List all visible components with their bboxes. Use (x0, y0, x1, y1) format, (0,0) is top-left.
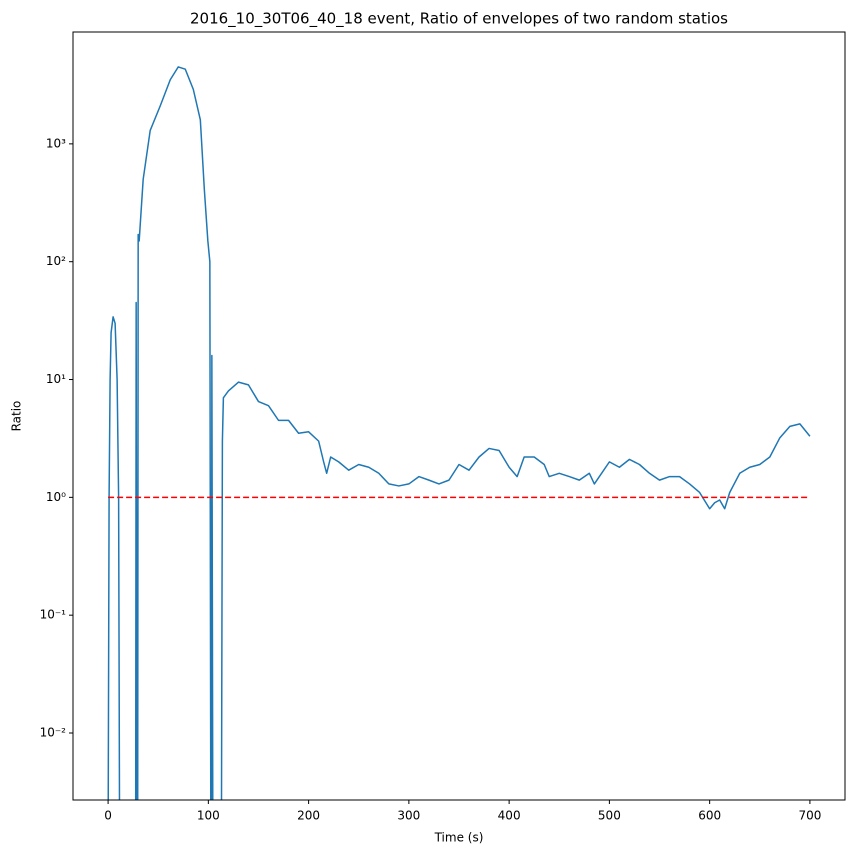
y-tick-label: 10² (46, 254, 66, 268)
y-tick-label: 10⁻¹ (40, 608, 67, 622)
x-tick-label: 0 (104, 809, 112, 823)
x-tick-label: 700 (798, 809, 821, 823)
y-tick-label: 10⁻² (40, 725, 67, 739)
y-axis-label: Ratio (10, 401, 24, 432)
y-tick-label: 10³ (46, 136, 66, 150)
y-tick-label: 10¹ (46, 372, 66, 386)
data-line (107, 66, 811, 800)
plot-area (107, 66, 811, 800)
x-axis-label: Time (s) (434, 831, 484, 845)
y-tick-label: 10⁰ (46, 490, 66, 504)
x-tick-label: 600 (698, 809, 721, 823)
axes-frame (72, 31, 846, 801)
x-tick-label: 100 (197, 809, 220, 823)
x-tick-label: 300 (397, 809, 420, 823)
x-tick-label: 500 (598, 809, 621, 823)
x-tick-label: 200 (297, 809, 320, 823)
chart-title: 2016_10_30T06_40_18 event, Ratio of enve… (190, 10, 728, 29)
x-tick-label: 400 (498, 809, 521, 823)
